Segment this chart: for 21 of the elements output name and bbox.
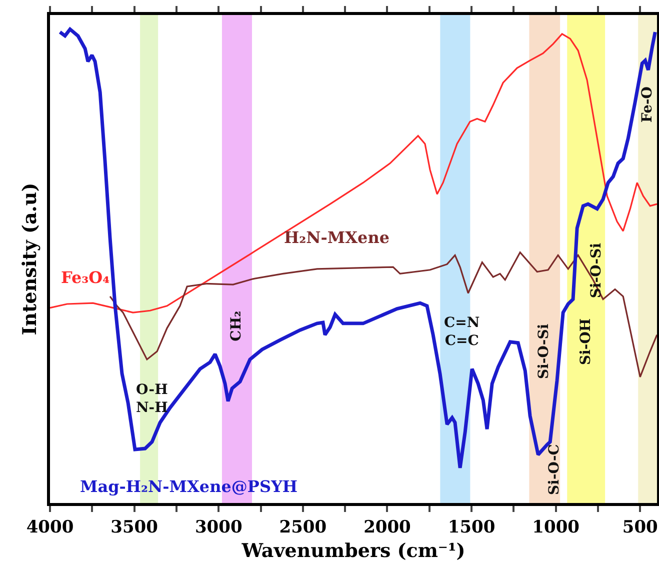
y-axis-title: Intensity (a.u) xyxy=(18,182,41,336)
x-tick-label: 1500 xyxy=(448,517,496,538)
annotation: Si-O-Si xyxy=(588,242,604,298)
band-label: Fe-O xyxy=(640,86,656,123)
x-tick-label: 500 xyxy=(622,517,658,538)
x-tick-label: 3000 xyxy=(194,517,242,538)
band-label: O-H N-H xyxy=(136,382,168,416)
x-tick-label: 3500 xyxy=(110,517,158,538)
band-label: Si-O-Si xyxy=(536,324,552,380)
x-tick-label: 2000 xyxy=(364,517,412,538)
x-axis-title: Wavenumbers (cm⁻¹) xyxy=(240,540,466,562)
band-label: Si-OH xyxy=(578,318,594,366)
x-tick-label: 1000 xyxy=(532,517,580,538)
series-label: Fe₃O₄ xyxy=(61,268,110,287)
text: Mag-H₂N-MXene@PSYH xyxy=(80,477,298,496)
x-tick-label: 2500 xyxy=(279,517,327,538)
band-label: C=N C=C xyxy=(444,315,480,350)
annotation: Si-O-C xyxy=(546,444,562,495)
band-label: CH₂ xyxy=(228,310,245,342)
x-tick-label: 4000 xyxy=(26,517,74,538)
series-label: H₂N-MXene xyxy=(284,228,390,247)
